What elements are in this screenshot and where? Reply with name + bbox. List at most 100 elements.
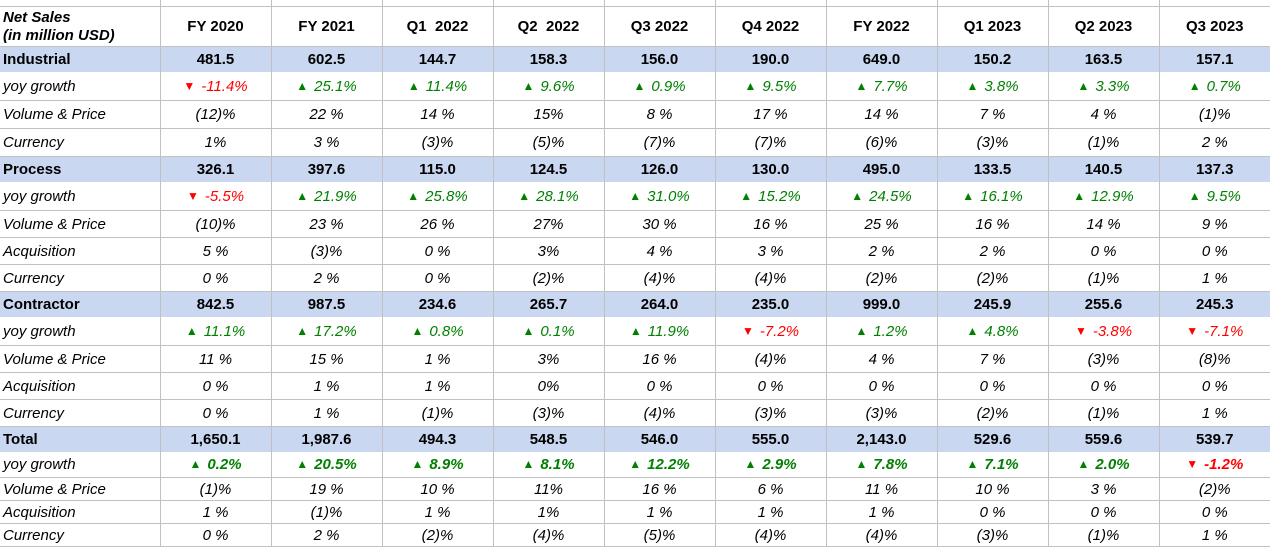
driver-value: 2 % xyxy=(937,237,1049,265)
yoy-growth-value: ▲ 4.8% xyxy=(937,317,1049,346)
driver-value: (3)% xyxy=(271,237,383,265)
yoy-growth-number: 9.6% xyxy=(540,77,575,95)
yoy-growth-value: ▲ 20.5% xyxy=(271,452,383,478)
net-sales-value: 124.5 xyxy=(493,156,605,182)
driver-value: 0 % xyxy=(160,372,272,400)
driver-value: 0 % xyxy=(1159,372,1270,400)
triangle-up-icon: ▲ xyxy=(744,457,757,471)
driver-value: 0 % xyxy=(1048,372,1160,400)
driver-label: Acquisition xyxy=(0,237,161,265)
triangle-up-icon: ▲ xyxy=(296,78,309,93)
yoy-growth-number: 2.9% xyxy=(762,456,797,473)
yoy-growth-value: ▲ 8.9% xyxy=(382,452,494,478)
yoy-growth-value: ▼ -3.8% xyxy=(1048,317,1160,346)
driver-value: 0 % xyxy=(826,372,938,400)
driver-value: (4)% xyxy=(715,345,827,373)
driver-value: 1 % xyxy=(160,500,272,524)
yoy-growth-value: ▲ 0.2% xyxy=(160,452,272,478)
driver-value: 11 % xyxy=(160,345,272,373)
column-header: FY 2022 xyxy=(826,6,938,47)
driver-value: (2)% xyxy=(1159,477,1270,501)
net-sales-value: 999.0 xyxy=(826,291,938,317)
driver-value: 23 % xyxy=(271,210,383,238)
column-header: Q4 2022 xyxy=(715,6,827,47)
driver-value: 1 % xyxy=(715,500,827,524)
yoy-growth-value: ▲ 11.1% xyxy=(160,317,272,346)
net-sales-value: 133.5 xyxy=(937,156,1049,182)
grid-cell xyxy=(271,0,383,7)
driver-value: 15 % xyxy=(271,345,383,373)
yoy-growth-number: 16.1% xyxy=(980,187,1023,205)
yoy-growth-number: 8.9% xyxy=(429,456,464,473)
yoy-growth-number: 3.8% xyxy=(984,77,1019,95)
driver-value: (2)% xyxy=(937,264,1049,292)
driver-value: 1 % xyxy=(382,345,494,373)
section-row-contractor: Contractor 842.5 987.5 234.6 265.7 264.0 235.0… xyxy=(0,291,1270,317)
grid-cell xyxy=(160,0,272,7)
yoy-growth-label: yoy growth xyxy=(0,182,161,211)
yoy-growth-number: 17.2% xyxy=(314,322,357,340)
driver-value: 1 % xyxy=(271,372,383,400)
yoy-growth-number: 20.5% xyxy=(314,456,357,473)
triangle-up-icon: ▲ xyxy=(633,78,646,93)
net-sales-value: 842.5 xyxy=(160,291,272,317)
yoy-growth-number: 7.1% xyxy=(984,456,1019,473)
yoy-growth-value: ▼ -11.4% xyxy=(160,72,272,101)
net-sales-value: 1,650.1 xyxy=(160,426,272,452)
yoy-growth-value: ▲ 0.9% xyxy=(604,72,716,101)
driver-value: (5)% xyxy=(493,128,605,157)
yoy-growth-number: -7.2% xyxy=(759,322,800,340)
driver-value: (5)% xyxy=(604,523,716,547)
driver-value: 16 % xyxy=(604,477,716,501)
column-header: Q2 2022 xyxy=(493,6,605,47)
driver-value: 2 % xyxy=(826,237,938,265)
driver-value: (3)% xyxy=(1048,345,1160,373)
column-header: Q3 2022 xyxy=(604,6,716,47)
yoy-growth-number: 0.1% xyxy=(540,322,575,340)
driver-value: (1)% xyxy=(382,399,494,427)
triangle-up-icon: ▲ xyxy=(629,188,642,203)
yoy-growth-number: -5.5% xyxy=(204,187,245,205)
triangle-up-icon: ▲ xyxy=(966,78,979,93)
triangle-up-icon: ▲ xyxy=(296,457,309,471)
section-label: Process xyxy=(0,156,161,182)
yoy-growth-value: ▲ 8.1% xyxy=(493,452,605,478)
driver-value: (2)% xyxy=(826,264,938,292)
driver-value: (2)% xyxy=(493,264,605,292)
yoy-growth-number: 0.9% xyxy=(651,77,686,95)
yoy-growth-number: 28.1% xyxy=(536,187,579,205)
driver-value: 10 % xyxy=(937,477,1049,501)
yoy-growth-number: 9.5% xyxy=(1206,187,1241,205)
net-sales-value: 190.0 xyxy=(715,46,827,72)
driver-value: (3)% xyxy=(493,399,605,427)
driver-value: (4)% xyxy=(715,523,827,547)
yoy-growth-value: ▲ 25.8% xyxy=(382,182,494,211)
triangle-up-icon: ▲ xyxy=(1188,78,1201,93)
triangle-up-icon: ▲ xyxy=(1077,78,1090,93)
driver-value: 19 % xyxy=(271,477,383,501)
driver-value: 25 % xyxy=(826,210,938,238)
driver-row: Currency 0 % 2 % 0 % (2)% (4)% (4)% (2)% (2)% (1)… xyxy=(0,264,1270,292)
yoy-growth-number: 9.5% xyxy=(762,77,797,95)
yoy-growth-row: yoy growth ▼ -11.4% ▲ 25.1% ▲ 11.4% ▲ 9.6% ▲ 0.9% ▲… xyxy=(0,72,1270,101)
net-sales-value: 150.2 xyxy=(937,46,1049,72)
yoy-growth-number: 11.9% xyxy=(647,322,690,340)
yoy-growth-value: ▲ 11.9% xyxy=(604,317,716,346)
yoy-growth-value: ▲ 2.0% xyxy=(1048,452,1160,478)
triangle-up-icon: ▲ xyxy=(1188,188,1201,203)
driver-value: (2)% xyxy=(937,399,1049,427)
yoy-growth-value: ▲ 24.5% xyxy=(826,182,938,211)
driver-value: 1 % xyxy=(271,399,383,427)
triangle-up-icon: ▲ xyxy=(966,457,979,471)
triangle-up-icon: ▲ xyxy=(855,323,868,338)
yoy-growth-number: 7.8% xyxy=(873,456,908,473)
yoy-growth-value: ▼ -5.5% xyxy=(160,182,272,211)
yoy-growth-row: yoy growth ▲ 11.1% ▲ 17.2% ▲ 0.8% ▲ 0.1% ▲ 11.9% ▼ -… xyxy=(0,317,1270,346)
net-sales-value: 137.3 xyxy=(1159,156,1270,182)
grid-cell xyxy=(715,0,827,7)
driver-label: Volume & Price xyxy=(0,345,161,373)
yoy-growth-number: -11.4% xyxy=(201,77,248,95)
yoy-growth-value: ▲ 3.8% xyxy=(937,72,1049,101)
net-sales-value: 2,143.0 xyxy=(826,426,938,452)
column-header-row: Net Sales (in million USD) FY 2020 FY 2021 Q… xyxy=(0,6,1270,47)
